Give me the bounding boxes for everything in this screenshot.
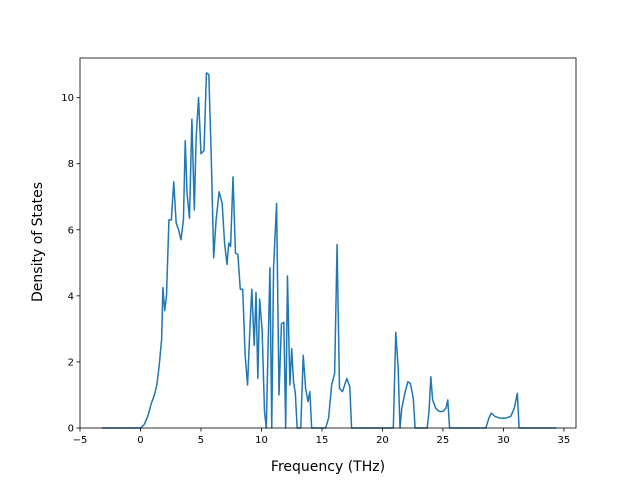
y-tick-label: 4 <box>68 291 74 302</box>
plot-frame <box>79 57 577 429</box>
y-tick-label: 10 <box>61 93 74 104</box>
y-tick-label: 6 <box>68 225 74 236</box>
y-axis-ticks: 0 2 4 6 8 10 <box>61 93 80 435</box>
x-tick-label: 20 <box>376 435 389 446</box>
y-axis-label: Density of States <box>30 182 46 302</box>
plot-area <box>79 57 577 429</box>
x-tick-label: 0 <box>137 435 143 446</box>
y-tick-label: 2 <box>68 357 74 368</box>
x-tick-label: 5 <box>198 435 204 446</box>
x-tick-label: 25 <box>437 435 450 446</box>
y-tick-label: 0 <box>68 424 74 435</box>
x-tick-label: 10 <box>255 435 268 446</box>
x-axis-ticks: −5 0 5 10 15 20 25 30 35 <box>73 428 571 446</box>
x-axis-label: Frequency (THz) <box>271 459 385 475</box>
y-tick-label: 8 <box>68 159 74 170</box>
series-line-1 <box>101 72 557 429</box>
x-tick-label: 15 <box>316 435 329 446</box>
x-tick-label: −5 <box>73 435 88 446</box>
x-tick-label: 30 <box>497 435 510 446</box>
x-tick-label: 35 <box>558 435 571 446</box>
